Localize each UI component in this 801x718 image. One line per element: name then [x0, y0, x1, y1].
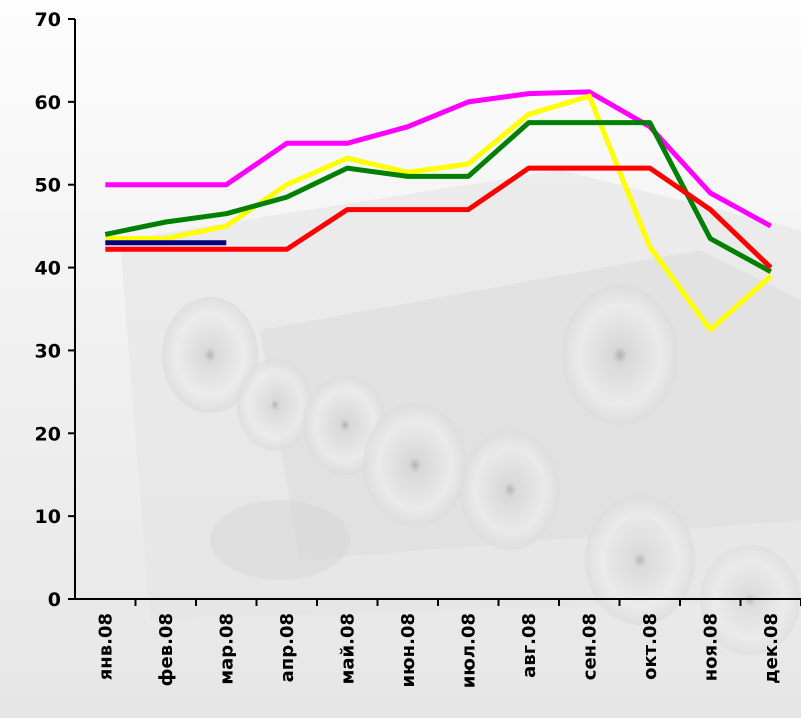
x-tick-label: янв.08	[95, 613, 116, 680]
x-tick-label: сен.08	[579, 613, 600, 680]
x-tick-label: фев.08	[156, 613, 177, 686]
y-axis-ticks: 0 10 20 30 40 50 60 70	[35, 9, 75, 611]
y-tick-label: 60	[35, 92, 61, 114]
x-tick-label: мар.08	[216, 613, 237, 685]
x-tick-label: дек.08	[761, 613, 782, 684]
series-line-2	[105, 93, 773, 333]
x-tick-label: апр.08	[277, 613, 298, 682]
x-axis-ticks: янв.08 фев.08 мар.08 апр.08 май.08 июн.08 июл.…	[95, 599, 801, 688]
y-tick-label: 0	[48, 589, 61, 611]
x-tick-label: май.08	[337, 613, 358, 684]
y-tick-label: 20	[35, 423, 61, 445]
x-tick-label: июн.08	[398, 613, 419, 687]
y-tick-label: 40	[35, 258, 61, 280]
series-line-4	[105, 165, 773, 270]
y-tick-label: 10	[35, 506, 61, 528]
x-tick-label: авг.08	[519, 613, 540, 678]
x-tick-label: ноя.08	[700, 613, 721, 681]
y-tick-label: 50	[35, 175, 61, 197]
series-lines	[104, 89, 773, 333]
series-line-3	[104, 120, 772, 274]
x-tick-label: июл.08	[458, 613, 479, 688]
y-tick-label: 30	[35, 340, 61, 362]
x-tick-label: окт.08	[640, 613, 661, 680]
y-tick-label: 70	[35, 9, 61, 31]
